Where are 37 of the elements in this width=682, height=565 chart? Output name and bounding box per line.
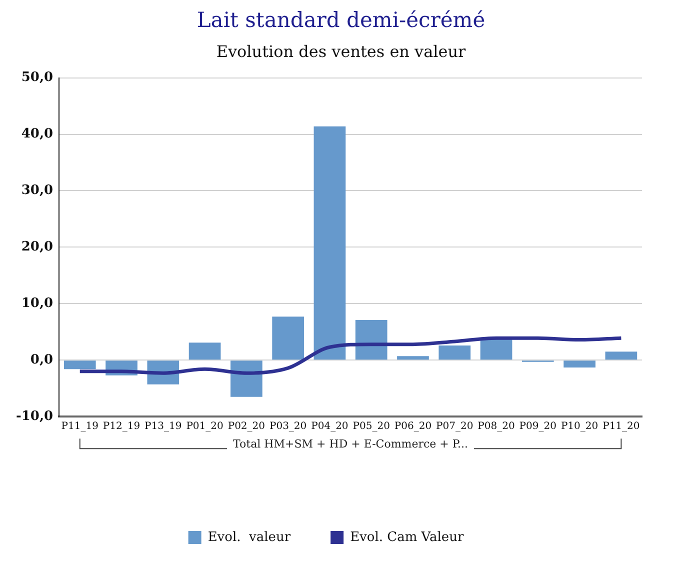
bar [564, 360, 596, 368]
bar [314, 126, 346, 360]
x-tick-label: P06_20 [394, 421, 432, 432]
x-tick-label: P05_20 [352, 421, 390, 432]
x-tick-label: P13_19 [144, 421, 182, 432]
y-tick-label: 20,0 [21, 240, 54, 255]
legend-label: Evol. Cam Valeur [350, 530, 464, 545]
x-tick-label: P08_20 [478, 421, 515, 432]
bar [605, 352, 638, 360]
bar [438, 345, 471, 360]
legend-label: Evol. valeur [208, 530, 292, 545]
x-tick-label: P11_19 [61, 421, 98, 432]
x-tick-label: P10_20 [560, 421, 598, 432]
x-tick-label: P03_20 [269, 421, 307, 432]
x-tick-label: P12_19 [102, 421, 140, 432]
bar [397, 356, 429, 360]
x-tick-label: P09_20 [519, 421, 556, 432]
bar [64, 360, 96, 370]
y-tick-label: 0,0 [30, 352, 54, 368]
line-series [78, 336, 623, 375]
x-tick-label: P02_20 [228, 421, 266, 432]
x-tick-label: P07_20 [436, 421, 474, 432]
y-tick-label: 40,0 [21, 126, 54, 142]
x-tick-label: P11_20 [602, 421, 640, 432]
y-tick-label: 30,0 [21, 183, 54, 198]
bar [188, 342, 221, 360]
bar [272, 316, 304, 360]
bar [355, 320, 388, 360]
y-tick-label: -10,0 [16, 408, 54, 424]
text: Total HM+SM + HD + E-Commerce + P... [233, 437, 468, 450]
y-tick-label: 10,0 [21, 296, 54, 312]
x-tick-label: P04_20 [311, 421, 348, 432]
chart-title: Lait standard demi-écrémé [196, 8, 486, 32]
x-tick-label: P01_20 [186, 421, 224, 432]
chart-subtitle: Evolution des ventes en valeur [215, 42, 467, 61]
y-tick-label: 50,0 [21, 70, 54, 86]
bar [480, 339, 512, 360]
